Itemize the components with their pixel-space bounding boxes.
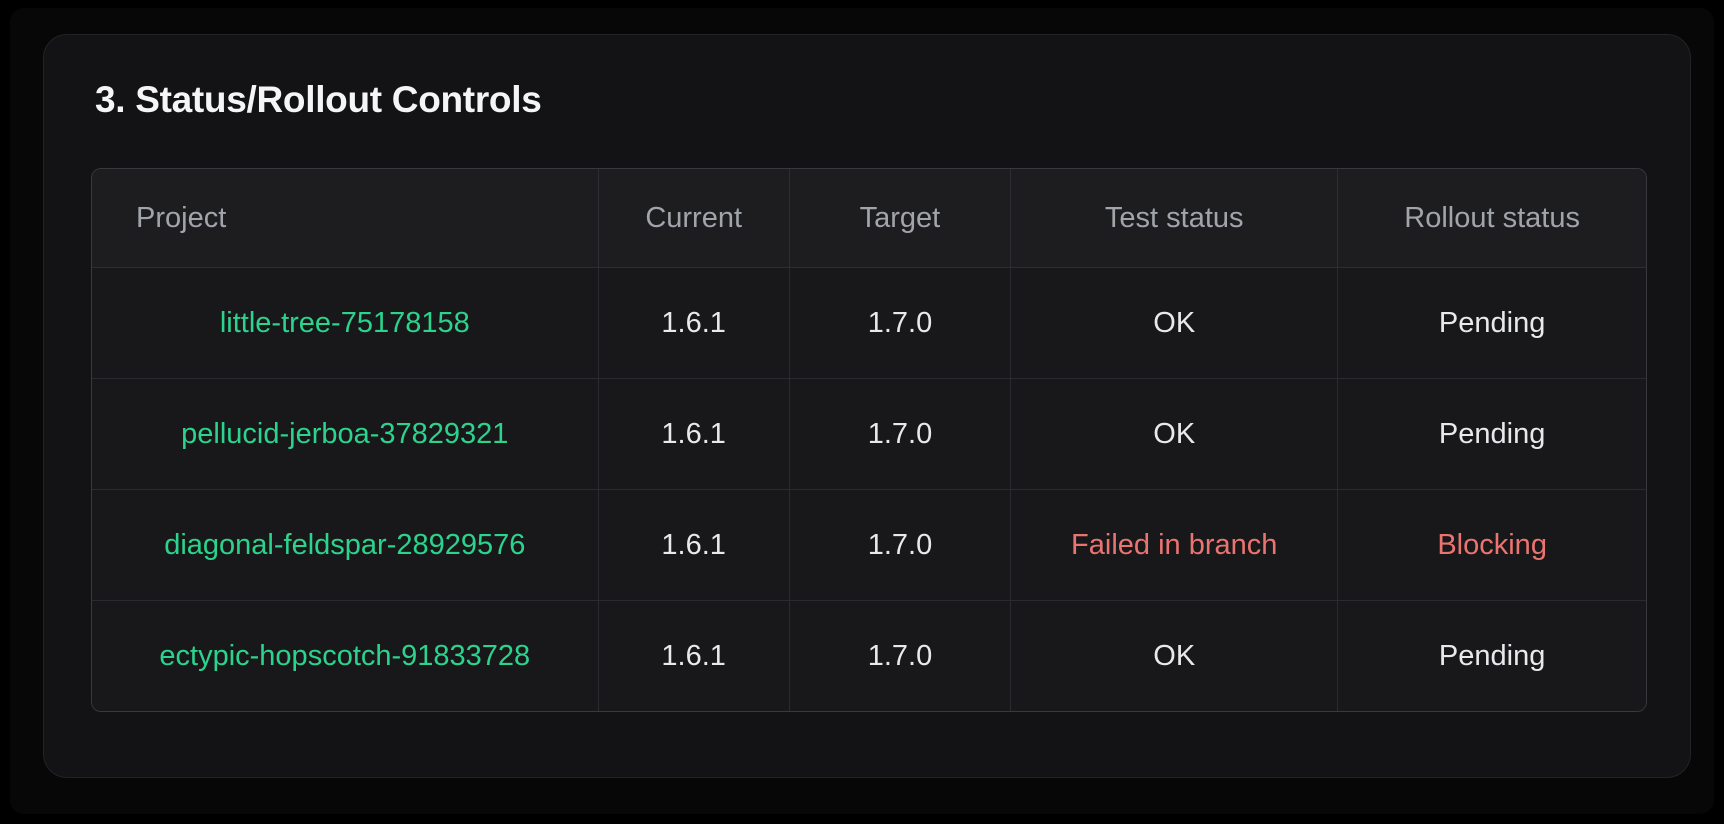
- rollout-status-cell: Pending: [1338, 268, 1646, 379]
- column-header-project: Project: [92, 169, 599, 268]
- project-cell: ectypic-hopscotch-91833728: [92, 601, 599, 711]
- app-window: 3. Status/Rollout Controls Project Curre…: [10, 8, 1714, 814]
- test-status-cell: OK: [1011, 268, 1339, 379]
- current-version-cell: 1.6.1: [598, 601, 790, 711]
- column-header-rollout-status: Rollout status: [1338, 169, 1646, 268]
- project-link[interactable]: pellucid-jerboa-37829321: [181, 417, 509, 450]
- table-row: ectypic-hopscotch-91833728 1.6.1 1.7.0 O…: [92, 601, 1646, 711]
- target-version-cell: 1.7.0: [789, 601, 1012, 711]
- rollout-table: Project Current Target Test status Rollo…: [92, 169, 1646, 711]
- rollout-table-frame: Project Current Target Test status Rollo…: [91, 168, 1647, 712]
- status-rollout-card: 3. Status/Rollout Controls Project Curre…: [43, 34, 1691, 778]
- column-header-test-status: Test status: [1011, 169, 1339, 268]
- project-cell: diagonal-feldspar-28929576: [92, 490, 599, 601]
- page-title: 3. Status/Rollout Controls: [95, 79, 542, 120]
- project-link[interactable]: diagonal-feldspar-28929576: [164, 528, 526, 561]
- current-version-cell: 1.6.1: [598, 490, 790, 601]
- column-header-target: Target: [789, 169, 1012, 268]
- test-status-cell: Failed in branch: [1011, 490, 1339, 601]
- target-version-cell: 1.7.0: [789, 490, 1012, 601]
- rollout-status-cell: Blocking: [1338, 490, 1646, 601]
- target-version-cell: 1.7.0: [789, 379, 1012, 490]
- table-header-row: Project Current Target Test status Rollo…: [92, 169, 1646, 268]
- current-version-cell: 1.6.1: [598, 379, 790, 490]
- target-version-cell: 1.7.0: [789, 268, 1012, 379]
- project-link[interactable]: ectypic-hopscotch-91833728: [159, 639, 531, 672]
- project-cell: pellucid-jerboa-37829321: [92, 379, 599, 490]
- table-row: diagonal-feldspar-28929576 1.6.1 1.7.0 F…: [92, 490, 1646, 601]
- column-header-current: Current: [598, 169, 790, 268]
- table-row: pellucid-jerboa-37829321 1.6.1 1.7.0 OK …: [92, 379, 1646, 490]
- table-row: little-tree-75178158 1.6.1 1.7.0 OK Pend…: [92, 268, 1646, 379]
- current-version-cell: 1.6.1: [598, 268, 790, 379]
- rollout-status-cell: Pending: [1338, 601, 1646, 711]
- test-status-cell: OK: [1011, 601, 1339, 711]
- project-cell: little-tree-75178158: [92, 268, 599, 379]
- project-link[interactable]: little-tree-75178158: [219, 306, 470, 339]
- rollout-status-cell: Pending: [1338, 379, 1646, 490]
- test-status-cell: OK: [1011, 379, 1339, 490]
